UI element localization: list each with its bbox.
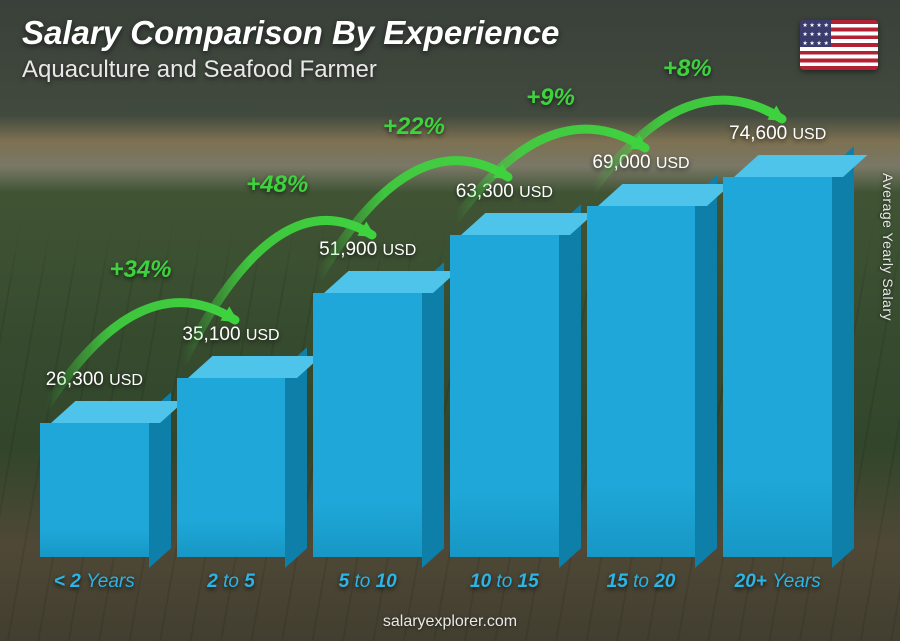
y-axis-label: Average Yearly Salary [880,173,896,321]
bar-group: 26,300 USD [40,369,149,557]
bar [723,155,832,557]
bar [40,401,149,557]
bar-value-label: 63,300 USD [456,181,553,203]
bar-group: 51,900 USD [313,239,422,557]
bar [450,213,559,557]
bar-value-label: 26,300 USD [46,369,143,391]
category-label: 15 to 20 [587,571,696,593]
category-label: < 2 Years [40,571,149,593]
category-label: 20+ Years [723,571,832,593]
infographic-stage: Salary Comparison By Experience Aquacult… [0,0,900,641]
bar-chart: 26,300 USD 35,100 USD 51,900 USD 63,300 USD… [32,110,840,593]
chart-subtitle: Aquaculture and Seafood Farmer [22,56,377,84]
bar-value-label: 74,600 USD [729,123,826,145]
chart-title: Salary Comparison By Experience [22,14,559,52]
bar-group: 63,300 USD [450,181,559,557]
increase-label: +8% [663,55,712,83]
source-attribution: salaryexplorer.com [383,613,517,631]
category-label: 2 to 5 [177,571,286,593]
us-flag-icon [800,20,878,70]
bar [587,184,696,557]
category-label: 10 to 15 [450,571,559,593]
category-label: 5 to 10 [313,571,422,593]
bar-value-label: 69,000 USD [592,152,689,174]
bar-group: 69,000 USD [587,152,696,557]
bar-group: 35,100 USD [177,324,286,557]
bar-value-label: 35,100 USD [182,324,279,346]
bar-value-label: 51,900 USD [319,239,416,261]
bar [313,271,422,557]
increase-label: +9% [526,84,575,112]
bar-group: 74,600 USD [723,123,832,557]
bar [177,356,286,557]
